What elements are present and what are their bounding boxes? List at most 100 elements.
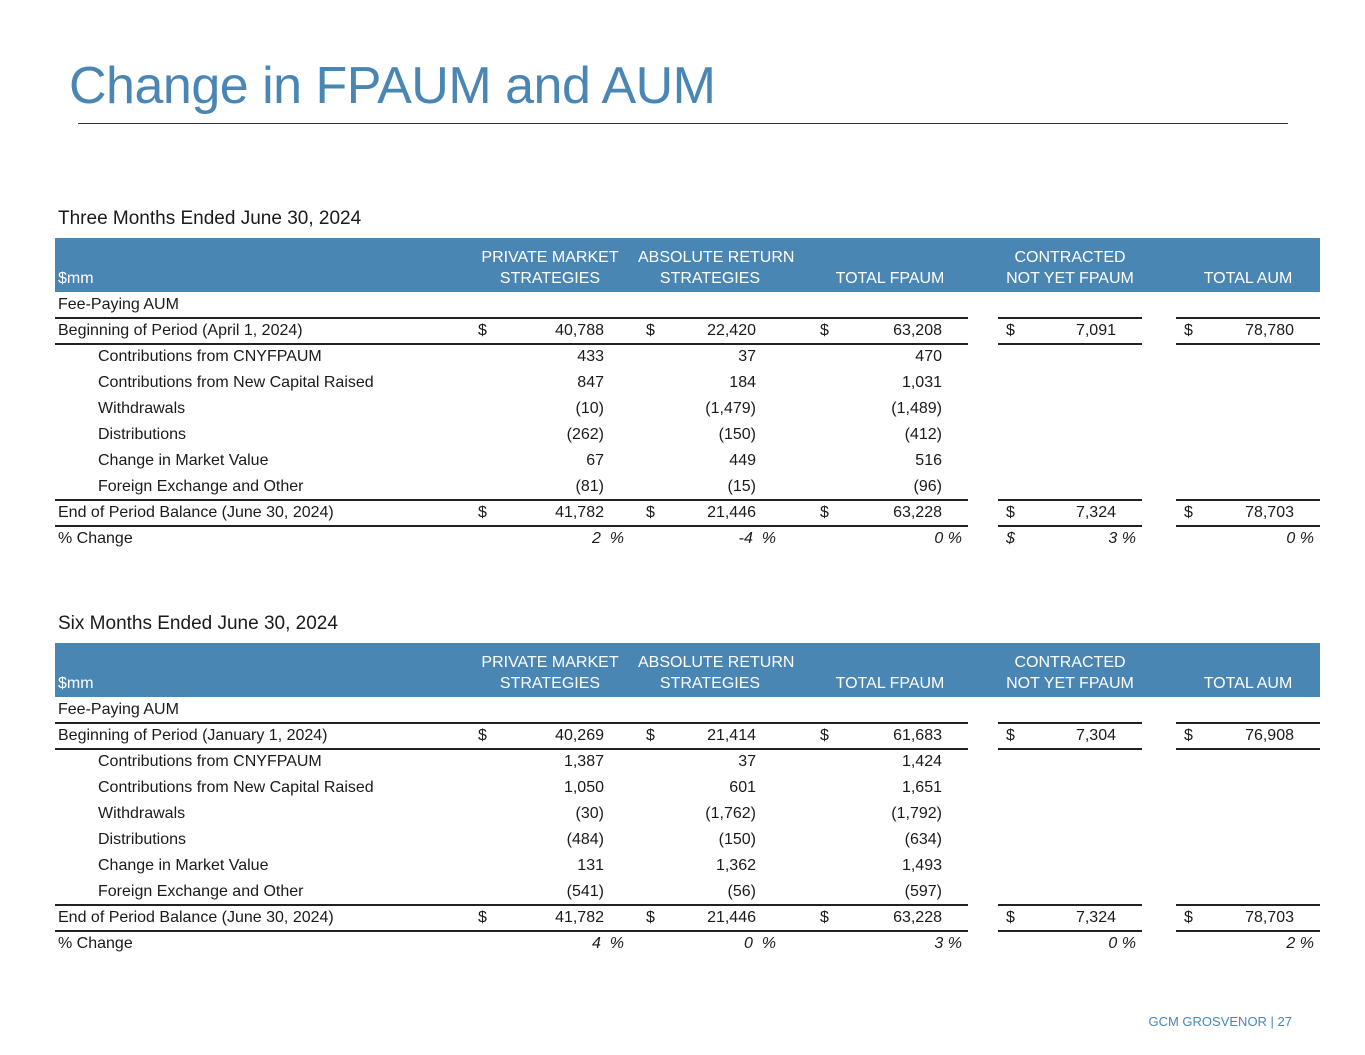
cell-value: 37 xyxy=(738,753,756,770)
cell-value: 21,446 xyxy=(707,504,756,521)
cell-value: 131 xyxy=(577,857,604,874)
cell-value: (10) xyxy=(575,400,604,417)
cell-value: (56) xyxy=(727,883,756,900)
cell-value: 3 % xyxy=(1108,530,1136,547)
header-band xyxy=(55,643,1320,697)
section-label: Fee-Paying AUM xyxy=(58,701,179,718)
cell-value: 40,788 xyxy=(555,322,604,339)
row-label: Foreign Exchange and Other xyxy=(98,883,304,900)
header-label: PRIVATE MARKET xyxy=(481,249,619,266)
cell-value: 7,324 xyxy=(1075,909,1116,926)
row-rule xyxy=(1176,748,1320,750)
cell-value: 63,228 xyxy=(893,504,942,521)
row-rule xyxy=(998,722,1142,724)
cell-value: 76,908 xyxy=(1245,727,1294,744)
currency-sign: $ xyxy=(646,727,655,744)
row-rule xyxy=(1176,930,1320,932)
row-rule xyxy=(998,930,1142,932)
currency-sign: $ xyxy=(1006,530,1015,547)
cell-value: 41,782 xyxy=(555,909,604,926)
currency-sign: $ xyxy=(1184,504,1193,521)
cell-value: (634) xyxy=(904,831,942,848)
row-rule xyxy=(1176,317,1320,319)
cell-value: 7,324 xyxy=(1075,504,1116,521)
cell-value: 2 % xyxy=(1286,935,1314,952)
cell-value: (150) xyxy=(718,426,756,443)
title: Change in FPAUM and AUM xyxy=(69,57,716,115)
cell-value: (1,762) xyxy=(705,805,756,822)
cell-value: 1,387 xyxy=(563,753,604,770)
cell-value: 0 % xyxy=(1108,935,1136,952)
cell-value: 40,269 xyxy=(555,727,604,744)
header-label: ABSOLUTE RETURN xyxy=(638,249,795,266)
cell-value: 63,228 xyxy=(893,909,942,926)
cell-value: 61,683 xyxy=(893,727,942,744)
currency-sign: $ xyxy=(1184,727,1193,744)
currency-sign: $ xyxy=(478,504,487,521)
header-label: TOTAL FPAUM xyxy=(835,270,945,287)
row-label: Contributions from CNYFPAUM xyxy=(98,348,322,365)
cell-value: 78,703 xyxy=(1245,504,1294,521)
header-label: $mm xyxy=(58,675,94,692)
cell-value: 78,703 xyxy=(1245,909,1294,926)
row-label: % Change xyxy=(58,935,133,952)
currency-sign: $ xyxy=(1184,909,1193,926)
header-label: TOTAL AUM xyxy=(1203,270,1293,287)
cell-value: 0 % xyxy=(934,530,962,547)
row-label: Contributions from New Capital Raised xyxy=(98,374,374,391)
cell-value: (81) xyxy=(575,478,604,495)
cell-value: 1,651 xyxy=(901,779,942,796)
cell-value: 1,031 xyxy=(901,374,942,391)
cell-value: 67 xyxy=(586,452,604,469)
currency-sign: $ xyxy=(820,727,829,744)
cell-value: (96) xyxy=(913,478,942,495)
cell-value: 601 xyxy=(729,779,756,796)
cell-value: 4 % xyxy=(591,935,624,952)
row-rule xyxy=(55,317,968,319)
header-label: $mm xyxy=(58,270,94,287)
header-label: NOT YET FPAUM xyxy=(1006,675,1134,692)
cell-value: (541) xyxy=(566,883,604,900)
cell-value: 41,782 xyxy=(555,504,604,521)
row-label: End of Period Balance (June 30, 2024) xyxy=(58,504,334,521)
row-rule xyxy=(998,748,1142,750)
cell-value: 22,420 xyxy=(707,322,756,339)
row-rule xyxy=(55,930,968,932)
footer: GCM GROSVENOR | 27 xyxy=(1148,1014,1292,1029)
row-rule xyxy=(998,317,1142,319)
row-rule xyxy=(998,904,1142,906)
row-label: Contributions from CNYFPAUM xyxy=(98,753,322,770)
cell-value: (1,479) xyxy=(705,400,756,417)
row-label: Distributions xyxy=(98,831,187,848)
row-rule xyxy=(1176,343,1320,345)
cell-value: 63,208 xyxy=(893,322,942,339)
header-label: NOT YET FPAUM xyxy=(1006,270,1134,287)
header-label: STRATEGIES xyxy=(659,270,761,287)
cell-value: 449 xyxy=(729,452,756,469)
currency-sign: $ xyxy=(1006,727,1015,744)
row-rule xyxy=(1176,904,1320,906)
currency-sign: $ xyxy=(478,727,487,744)
row-rule xyxy=(998,499,1142,501)
cell-value: -4 % xyxy=(738,530,776,547)
header-label: STRATEGIES xyxy=(659,675,761,692)
title-rule xyxy=(78,123,1288,124)
row-rule xyxy=(1176,499,1320,501)
cell-value: (15) xyxy=(727,478,756,495)
cell-value: 37 xyxy=(738,348,756,365)
table-caption: Three Months Ended June 30, 2024 xyxy=(58,208,362,229)
row-rule xyxy=(55,499,968,501)
currency-sign: $ xyxy=(646,322,655,339)
currency-sign: $ xyxy=(820,322,829,339)
cell-value: (597) xyxy=(904,883,942,900)
row-label: Beginning of Period (April 1, 2024) xyxy=(58,322,303,339)
header-label: STRATEGIES xyxy=(499,675,601,692)
cell-value: (30) xyxy=(575,805,604,822)
currency-sign: $ xyxy=(820,909,829,926)
cell-value: 3 % xyxy=(934,935,962,952)
currency-sign: $ xyxy=(1006,909,1015,926)
cell-value: 1,050 xyxy=(563,779,604,796)
cell-value: 21,446 xyxy=(707,909,756,926)
row-rule xyxy=(998,343,1142,345)
